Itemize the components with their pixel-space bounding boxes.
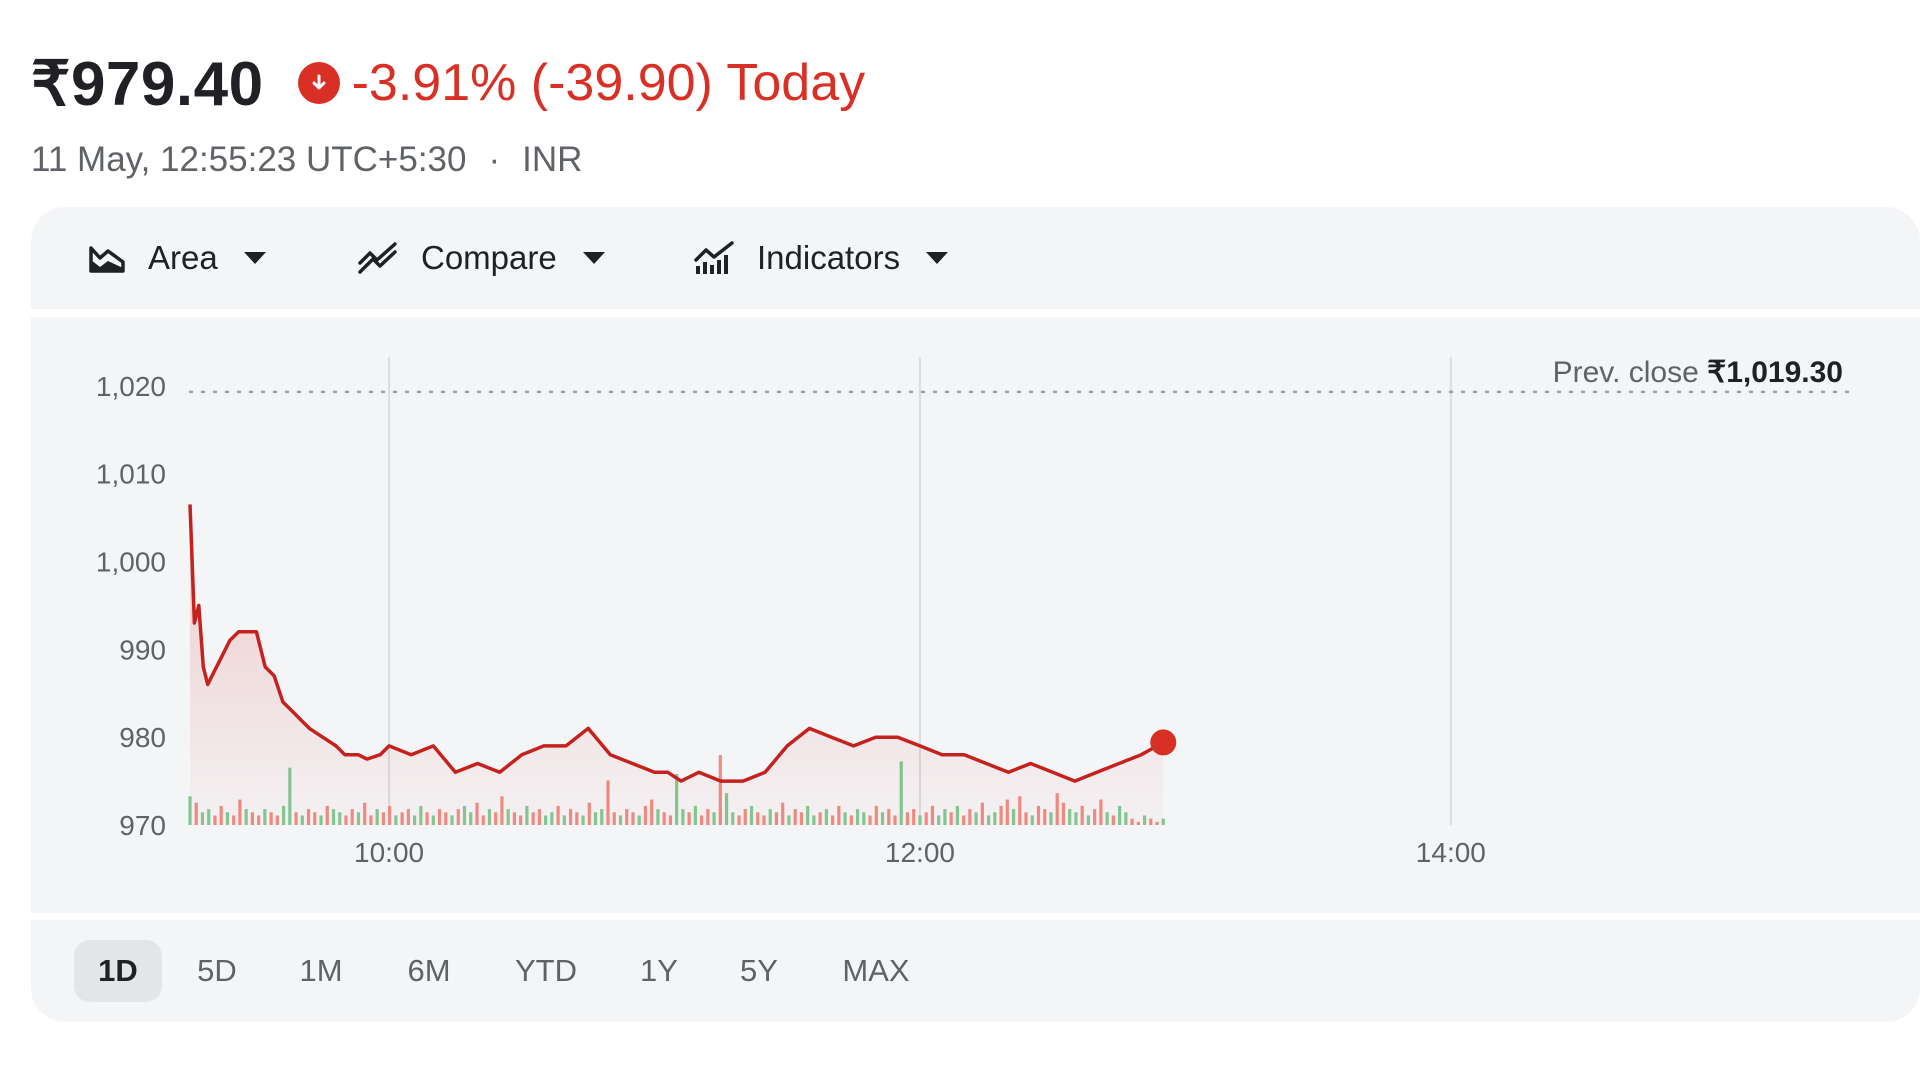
indicators-label: Indicators xyxy=(757,239,901,276)
compare-lines-icon xyxy=(358,242,397,274)
price-area-fill xyxy=(190,504,1164,825)
price-row: ₹979.40 -3.91% (-39.90) Today xyxy=(31,40,1531,126)
range-6m-button[interactable]: 6M xyxy=(407,953,451,988)
indicators-icon xyxy=(694,241,734,274)
y-tick-label: 1,010 xyxy=(96,459,166,490)
range-selector: 1D 5D 1M 6M YTD 1Y 5Y MAX xyxy=(31,920,1920,1022)
prev-close-label: Prev. close ₹1,019.30 xyxy=(1553,356,1843,389)
quote-meta: 11 May, 12:55:23 UTC+5:30 · INR xyxy=(31,140,1531,180)
range-5d-button[interactable]: 5D xyxy=(197,953,237,988)
compare-dropdown[interactable]: Compare xyxy=(357,207,605,309)
compare-label: Compare xyxy=(421,239,557,276)
chart-type-dropdown[interactable]: Area xyxy=(88,207,266,309)
range-1d-button[interactable]: 1D xyxy=(74,940,162,1002)
caret-down-icon xyxy=(582,252,605,264)
area-chart-icon xyxy=(89,246,125,273)
x-tick-label: 10:00 xyxy=(354,837,424,868)
range-max-button[interactable]: MAX xyxy=(842,953,910,988)
current-price: ₹979.40 xyxy=(31,49,264,119)
y-tick-label: 1,000 xyxy=(96,546,166,577)
quote-timestamp: 11 May, 12:55:23 UTC+5:30 xyxy=(31,140,467,179)
x-tick-label: 14:00 xyxy=(1416,837,1486,868)
price-line xyxy=(188,504,1165,783)
y-tick-label: 1,020 xyxy=(96,371,166,402)
x-tick-label: 12:00 xyxy=(885,837,955,868)
last-price-marker xyxy=(1150,729,1177,756)
quote-currency: INR xyxy=(522,140,583,179)
y-tick-label: 990 xyxy=(119,634,166,665)
price-chart-svg: Prev. close ₹1,019.30 1,020 1,010 1,000 990… xyxy=(96,356,1851,868)
chart-type-label: Area xyxy=(148,239,218,276)
y-tick-label: 970 xyxy=(119,810,166,841)
range-5y-button[interactable]: 5Y xyxy=(740,953,778,988)
price-change: -3.91% (-39.90) Today xyxy=(297,53,866,113)
caret-down-icon xyxy=(926,252,949,264)
caret-down-icon xyxy=(243,252,266,264)
range-1m-button[interactable]: 1M xyxy=(299,953,343,988)
y-tick-label: 980 xyxy=(119,722,166,753)
arrow-down-circle-icon xyxy=(297,62,340,104)
range-ytd-button[interactable]: YTD xyxy=(515,953,577,988)
range-1y-button[interactable]: 1Y xyxy=(640,953,678,988)
meta-separator: · xyxy=(488,140,501,179)
indicators-dropdown[interactable]: Indicators xyxy=(693,207,949,309)
quote-header: ₹979.40 -3.91% (-39.90) Today 11 May, 12… xyxy=(31,40,1531,180)
price-change-text: -3.91% (-39.90) Today xyxy=(351,54,866,112)
chart-toolbar: Area Compare Indicators xyxy=(31,207,1920,309)
price-chart[interactable]: Prev. close ₹1,019.30 1,020 1,010 1,000 990… xyxy=(31,317,1920,913)
